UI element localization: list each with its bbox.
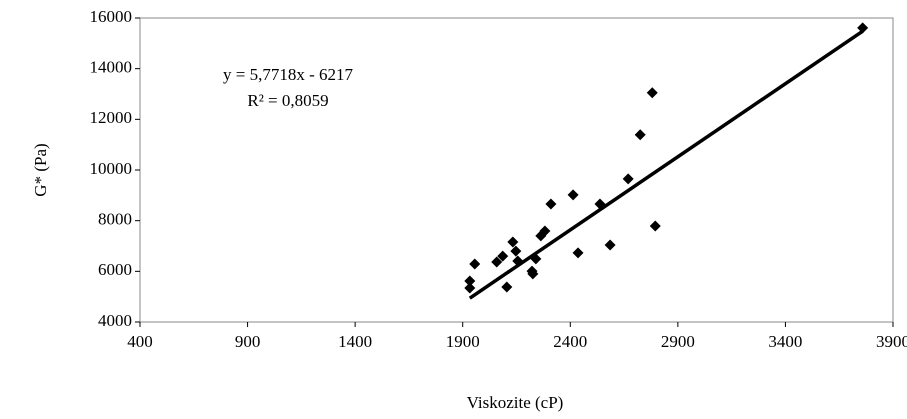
point: [649, 220, 661, 232]
y-tick-label: 6000: [98, 260, 132, 279]
point: [622, 173, 634, 185]
point: [510, 245, 522, 257]
y-tick-label: 8000: [98, 210, 132, 229]
y-tick-label: 12000: [90, 108, 133, 127]
point: [464, 275, 476, 287]
x-tick-label: 900: [235, 332, 261, 351]
point: [469, 258, 481, 270]
point: [539, 225, 551, 237]
y-tick-label: 16000: [90, 7, 133, 26]
point: [507, 236, 519, 248]
point: [491, 256, 503, 268]
y-axis-title: G* (Pa): [31, 143, 50, 196]
x-tick-label: 2400: [553, 332, 587, 351]
y-tick-label: 10000: [90, 159, 133, 178]
x-tick-label: 1400: [338, 332, 372, 351]
point: [530, 253, 542, 265]
point: [497, 250, 509, 262]
point: [634, 129, 646, 141]
point: [604, 239, 616, 251]
point: [512, 255, 524, 267]
y-tick-label: 4000: [98, 311, 132, 330]
y-tick-label: 14000: [90, 58, 133, 77]
point: [646, 87, 658, 99]
point: [567, 189, 579, 201]
x-tick-label: 3400: [768, 332, 802, 351]
point: [464, 282, 476, 294]
plot-frame: [139, 17, 894, 323]
point: [527, 268, 539, 280]
equation: y = 5,7718x - 6217: [223, 65, 353, 84]
point: [501, 281, 513, 293]
r-squared: R² = 0,8059: [247, 91, 328, 110]
point: [857, 22, 869, 34]
x-axis-title: Viskozite (cP): [467, 393, 564, 412]
point: [572, 247, 584, 259]
x-tick-label: 1900: [446, 332, 480, 351]
point: [545, 198, 557, 210]
point: [594, 198, 606, 210]
trendline: [468, 29, 864, 300]
x-tick-label: 400: [127, 332, 153, 351]
x-tick-label: 3900: [876, 332, 907, 351]
x-tick-label: 2900: [661, 332, 695, 351]
